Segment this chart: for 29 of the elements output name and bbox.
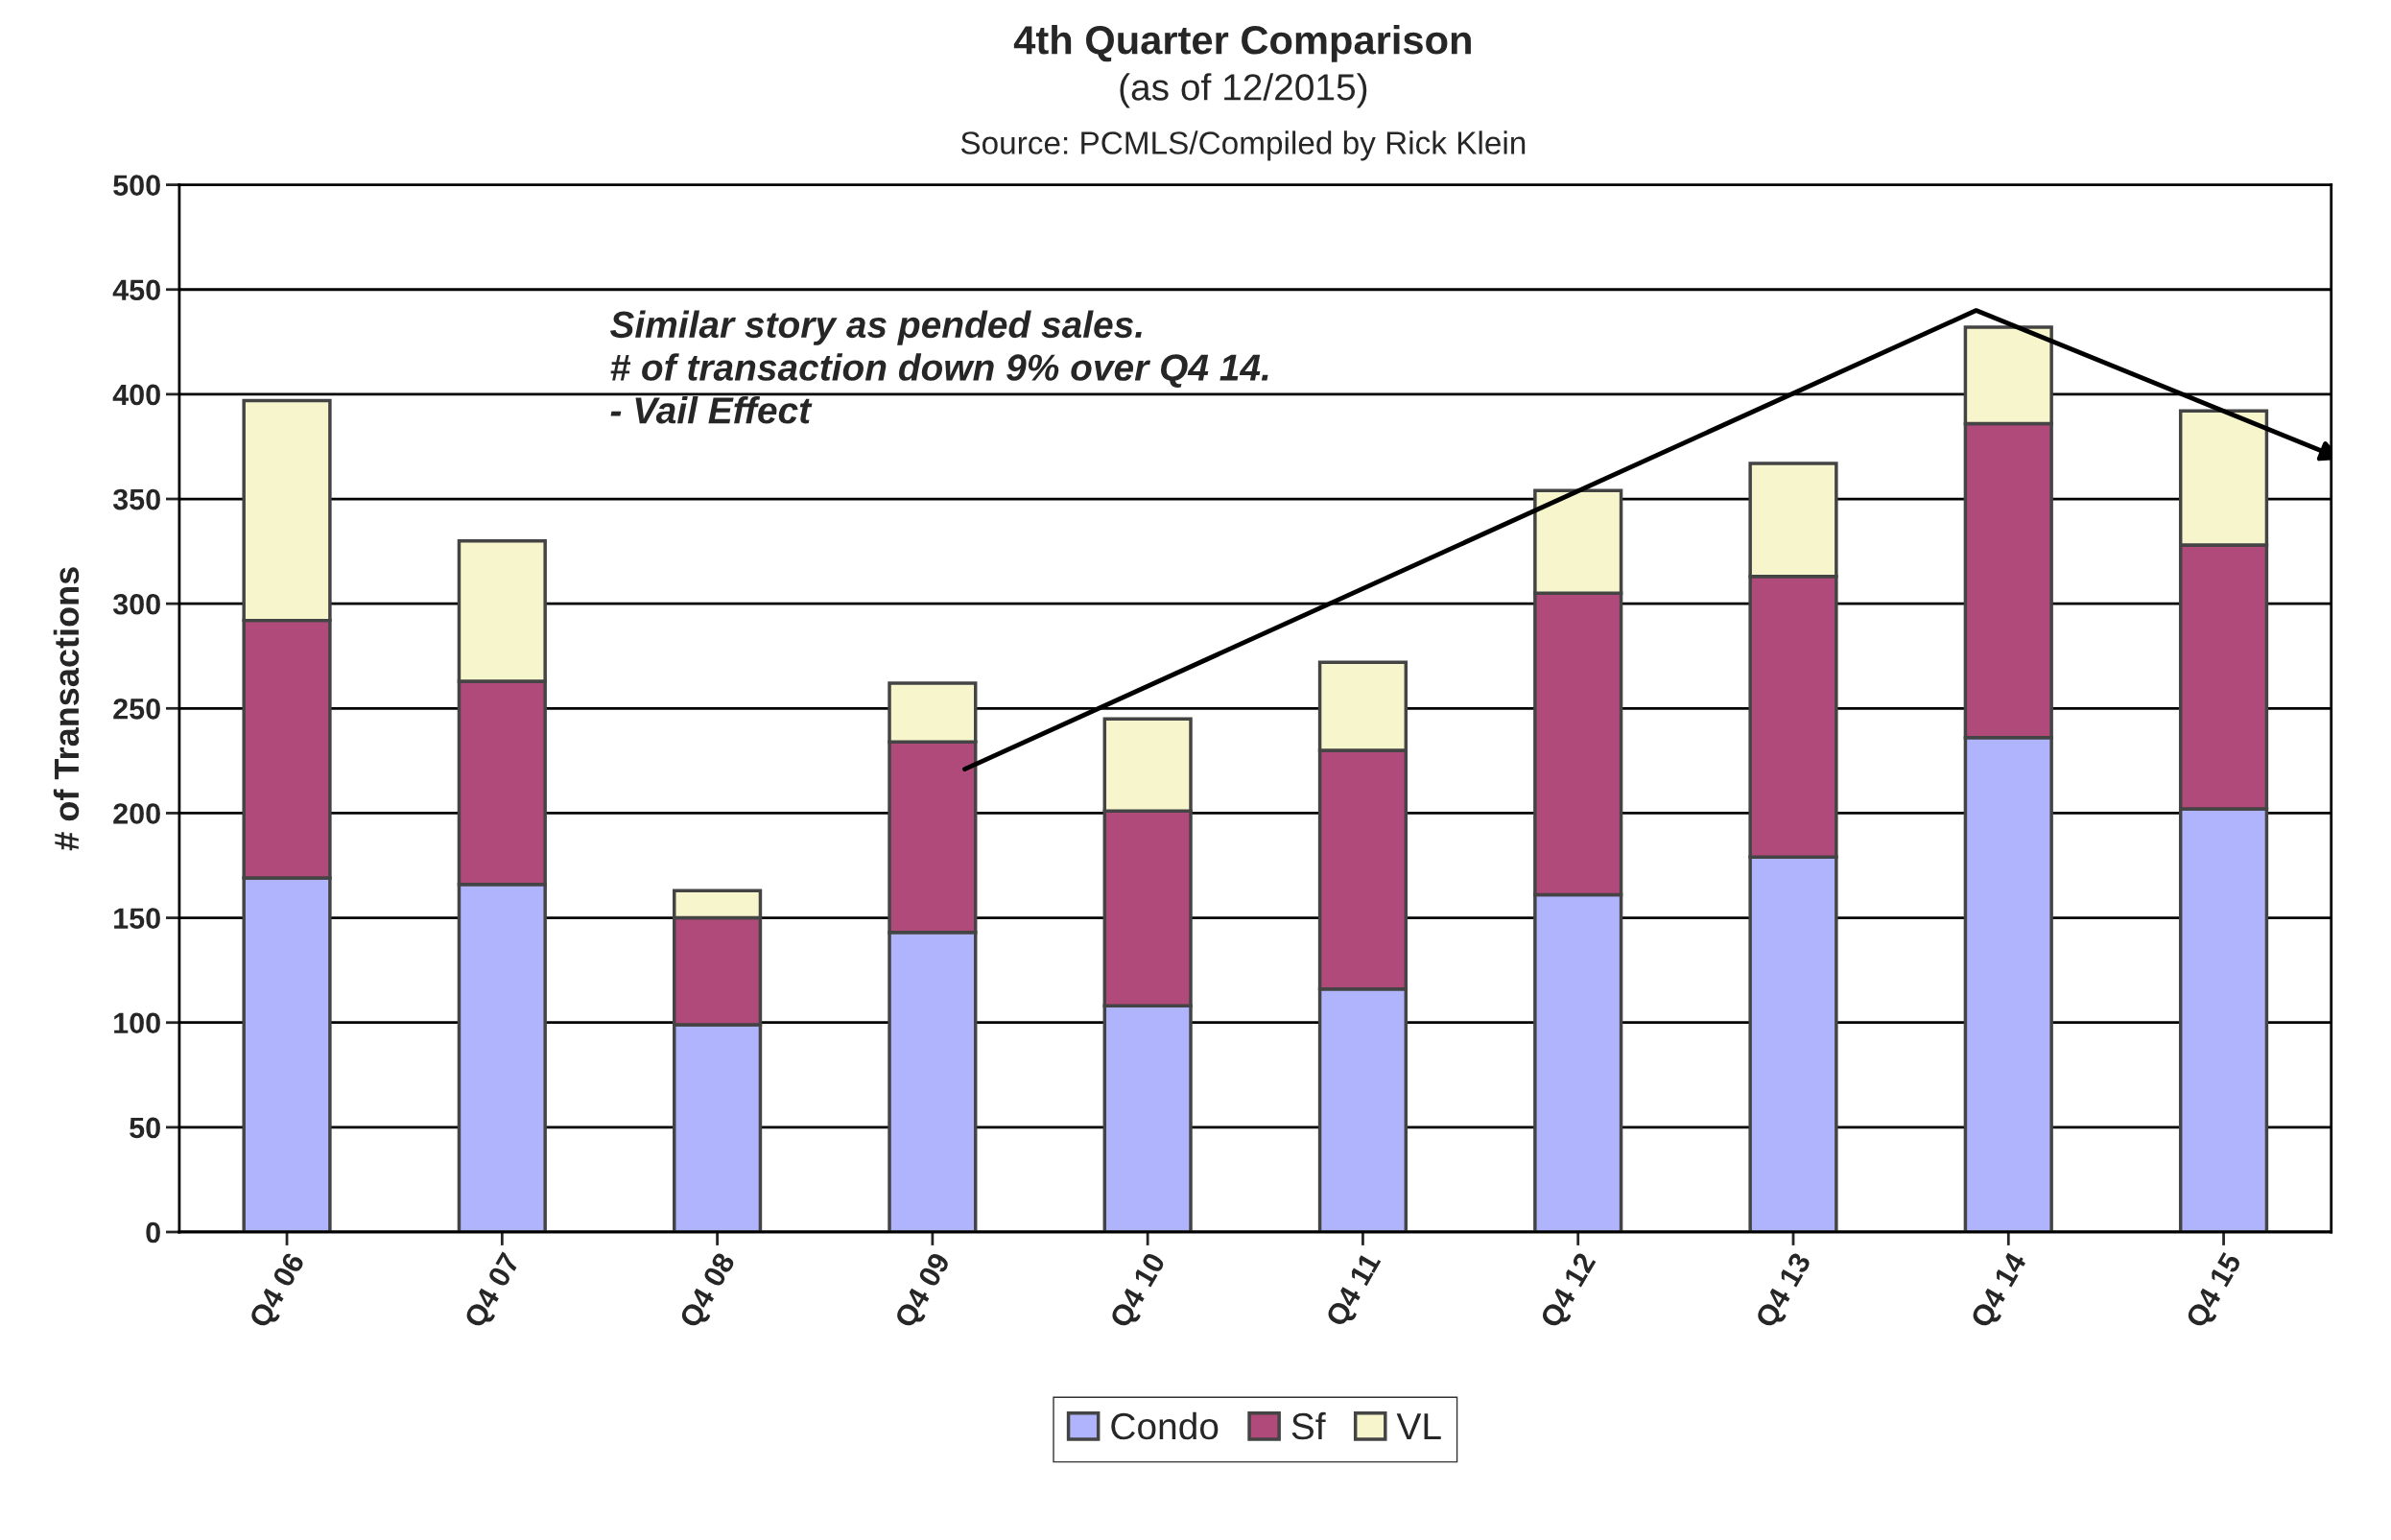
annotation: Similar story as pended sales. # of transaction down 9% over Q4 14. - Vail Effect xyxy=(609,310,1268,424)
y-tick-label: 500 xyxy=(113,175,160,196)
x-tick-label: Q4 12 xyxy=(1539,1251,1601,1332)
x-tick-label: Q4 08 xyxy=(678,1250,741,1332)
y-tick-label: 300 xyxy=(112,593,160,615)
legend-label: VL xyxy=(1396,1413,1441,1439)
source-note: Source: PCMLS/Compiled by Rick Klein xyxy=(960,130,1526,161)
chart-subtitle: (as of 12/2015) xyxy=(1120,73,1367,108)
y-tick-label: 200 xyxy=(113,803,160,824)
x-tick-label: Q4 07 xyxy=(463,1251,526,1332)
y-tick-label: 450 xyxy=(112,279,160,301)
x-tick-label: Q4 06 xyxy=(248,1251,310,1332)
x-tick-label: Q4 11 xyxy=(1324,1250,1386,1331)
y-tick-label: 50 xyxy=(130,1117,160,1139)
chart-title: 4th Quarter Comparison xyxy=(1013,24,1471,62)
x-tick-label: Q4 14 xyxy=(1969,1250,2032,1332)
y-tick-label: 350 xyxy=(112,488,160,510)
y-tick-label: 250 xyxy=(113,699,160,720)
x-tick-label: Q4 10 xyxy=(1108,1251,1171,1332)
x-tick-label: Q4 13 xyxy=(1754,1251,1816,1332)
y-tick-label: 0 xyxy=(146,1221,160,1244)
legend-label: Sf xyxy=(1291,1411,1326,1440)
legend-label: Condo xyxy=(1111,1411,1219,1440)
y-axis-title: # of Transactions xyxy=(53,567,80,851)
y-tick-label: 150 xyxy=(114,908,160,929)
x-tick-label: Q4 15 xyxy=(2185,1250,2247,1332)
y-tick-label: 400 xyxy=(112,384,160,406)
x-tick-label: Q4 09 xyxy=(893,1251,956,1332)
y-tick-label: 100 xyxy=(114,1012,160,1034)
